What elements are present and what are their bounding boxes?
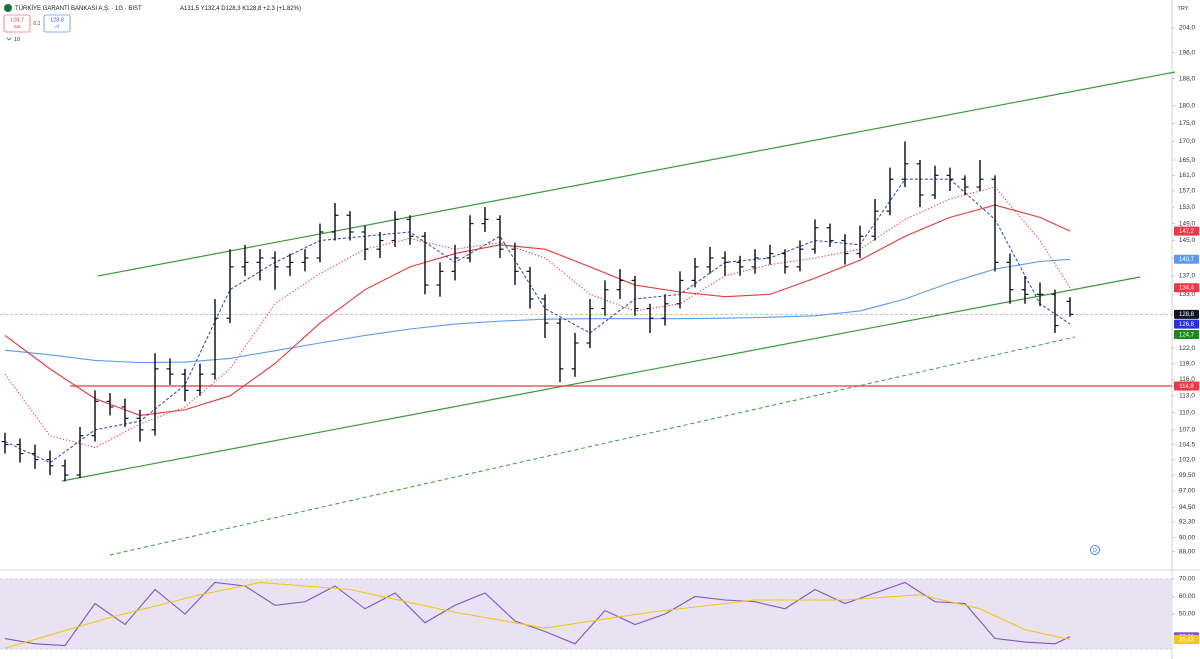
y-tick-label: 196,0 xyxy=(1179,50,1196,57)
y-tick-label: 157,0 xyxy=(1179,188,1196,195)
y-tick-label: 60,00 xyxy=(1179,593,1196,600)
indicator-count: 10 xyxy=(14,37,20,43)
y-tick-label: 119,0 xyxy=(1179,360,1195,367)
y-tick-label: 99,50 xyxy=(1179,472,1196,479)
y-tick-label: 97,00 xyxy=(1179,488,1196,495)
y-tick-label: 92,30 xyxy=(1179,519,1196,526)
dividend-icon-label: D xyxy=(1093,548,1097,554)
moving-average xyxy=(4,186,1071,449)
y-tick-label: 90,00 xyxy=(1179,534,1196,541)
price-badge-label: 140,7 xyxy=(1179,257,1195,263)
y-tick-label: 113,0 xyxy=(1179,393,1195,400)
price-badge-label: 35,43 xyxy=(1179,637,1195,643)
price-badge xyxy=(1174,226,1199,236)
trend-line xyxy=(61,276,1141,482)
y-tick-label: 153,0 xyxy=(1179,204,1196,211)
price-badge-label: 114,8 xyxy=(1179,384,1194,390)
y-tick-label: 94,50 xyxy=(1179,504,1196,511)
buy-button[interactable] xyxy=(43,14,71,33)
sell-button[interactable] xyxy=(3,14,31,33)
price-badge xyxy=(1174,635,1199,645)
symbol-title: TÜRKİYE GARANTİ BANKASI A.Ş. · 1G · BIST xyxy=(15,5,142,12)
y-tick-label: 170,0 xyxy=(1179,138,1196,145)
buy-price: 128,8 xyxy=(50,17,64,23)
y-tick-label: 110,0 xyxy=(1179,409,1195,416)
rsi-line xyxy=(4,581,1071,647)
price-badge xyxy=(1174,329,1199,339)
buy-label: Al xyxy=(55,24,59,29)
collapse-icon[interactable] xyxy=(6,37,12,41)
currency[interactable]: TRY xyxy=(1178,6,1189,12)
price-badge-label: 128,8 xyxy=(1179,312,1195,318)
y-tick-label: 161,0 xyxy=(1179,172,1196,179)
y-tick-label: 104,5 xyxy=(1179,441,1196,448)
logo xyxy=(4,4,12,12)
trend-line xyxy=(109,336,1076,556)
price-badge xyxy=(1174,319,1199,329)
ohlc-values: A131,5 Y132,4 D128,3 K128,8 +2,3 (+1,82%… xyxy=(180,6,301,12)
moving-average xyxy=(4,204,1071,416)
sell-label: Sat xyxy=(14,24,22,29)
rsi-band xyxy=(0,578,1172,650)
price-badge-label: 147,2 xyxy=(1179,229,1195,235)
y-tick-label: 188,0 xyxy=(1179,75,1196,82)
y-tick-label: 50,00 xyxy=(1179,611,1196,618)
y-tick-label: 70,00 xyxy=(1179,576,1196,583)
y-tick-label: 133,0 xyxy=(1179,291,1196,298)
sell-price: 128,7 xyxy=(10,17,24,23)
y-tick-label: 102,0 xyxy=(1179,456,1196,463)
y-tick-label: 107,0 xyxy=(1179,427,1196,434)
y-tick-label: 204,0 xyxy=(1179,25,1196,32)
y-tick-label: 137,0 xyxy=(1179,273,1196,280)
y-tick-label: 149,0 xyxy=(1179,220,1196,227)
price-badge xyxy=(1174,309,1199,319)
y-tick-label: 175,0 xyxy=(1179,120,1196,127)
y-tick-label: 145,0 xyxy=(1179,237,1196,244)
rsi-line xyxy=(4,581,1071,649)
price-badge xyxy=(1174,283,1199,293)
price-badge-label: 134,4 xyxy=(1179,286,1195,292)
price-badge xyxy=(1174,254,1199,264)
trend-line xyxy=(97,71,1176,277)
price-badge xyxy=(1174,381,1199,391)
y-tick-label: 180,0 xyxy=(1179,103,1196,110)
rsi-pane xyxy=(0,578,1172,650)
y-tick-label: 88,00 xyxy=(1179,548,1196,555)
price-badge-label: 126,8 xyxy=(1179,322,1195,328)
y-tick-label: 116,0 xyxy=(1179,376,1195,383)
spread: 0,1 xyxy=(34,21,41,27)
y-tick-label: 165,0 xyxy=(1179,157,1196,164)
y-tick-label: 122,0 xyxy=(1179,345,1196,352)
dividend-icon[interactable] xyxy=(1090,545,1100,555)
price-badge-label: 124,7 xyxy=(1179,332,1195,338)
